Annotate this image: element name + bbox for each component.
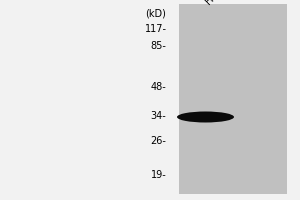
Bar	[178, 4, 286, 194]
Text: 19-: 19-	[151, 170, 166, 180]
Text: 117-: 117-	[145, 24, 166, 34]
Ellipse shape	[177, 112, 234, 122]
Text: 26-: 26-	[151, 136, 166, 146]
Text: HeLa: HeLa	[203, 0, 229, 6]
Text: 85-: 85-	[151, 41, 166, 51]
Text: 34-: 34-	[151, 111, 166, 121]
Text: (kD): (kD)	[146, 9, 167, 19]
Text: 48-: 48-	[151, 82, 166, 92]
